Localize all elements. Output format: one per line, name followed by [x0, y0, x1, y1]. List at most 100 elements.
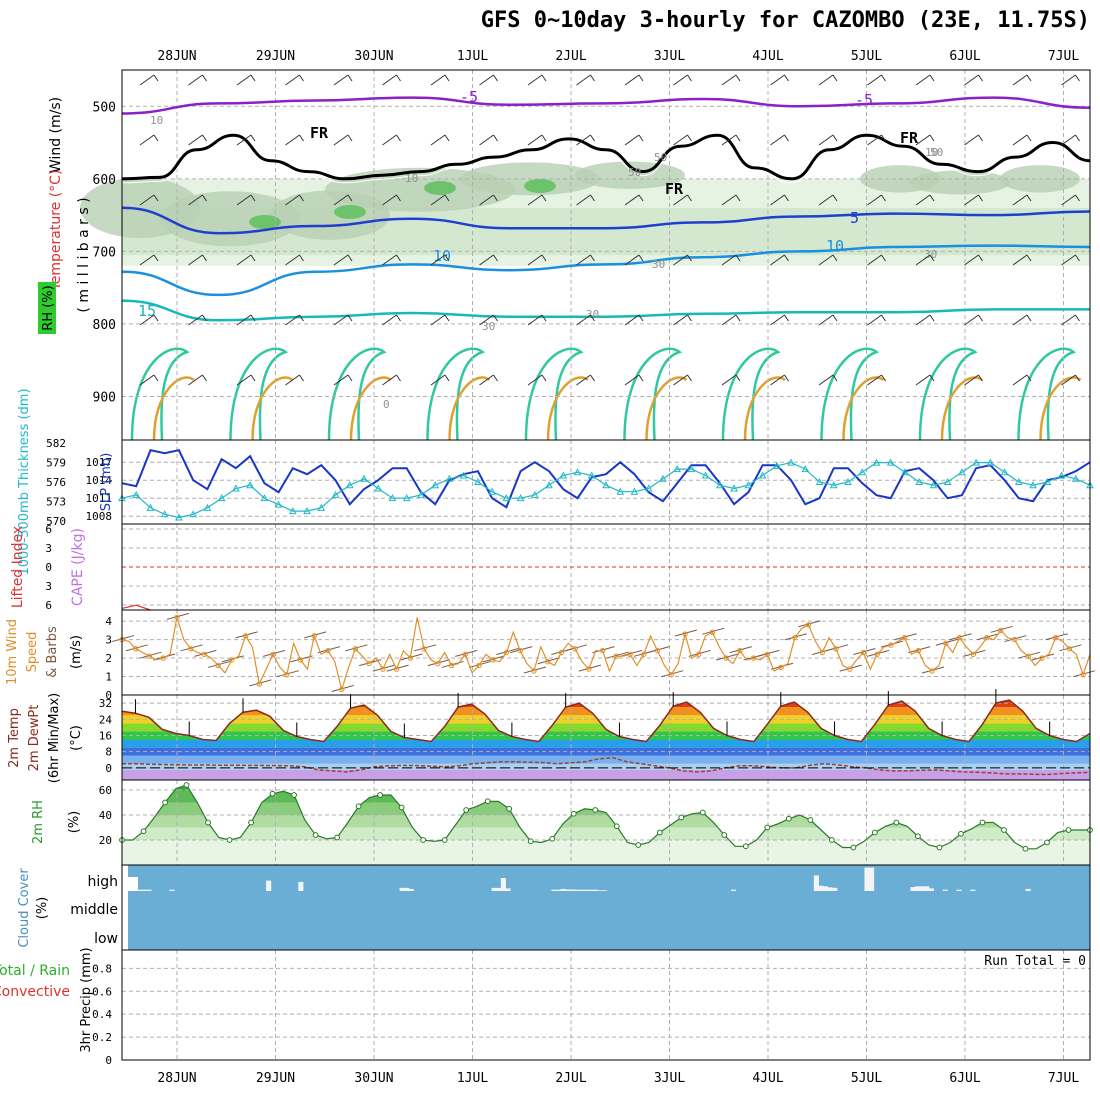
wind-barb	[867, 74, 882, 86]
wind-barb	[1061, 254, 1076, 266]
thickness-tick-label: 576	[46, 476, 66, 489]
thickness-marker	[744, 481, 753, 489]
wind10m-speed-line	[121, 617, 1091, 692]
contour-label: FR	[900, 129, 919, 147]
cloud-high-gap	[496, 887, 502, 891]
wind-barb	[236, 374, 252, 386]
rh2m-marker	[269, 790, 276, 797]
wind-barb-flag	[929, 134, 935, 142]
thickness-marker	[345, 481, 354, 489]
wind10m-marker	[668, 671, 674, 678]
contour-label: 50	[628, 166, 641, 179]
wind10m-barb	[578, 664, 601, 672]
wind10m-barb	[510, 646, 533, 654]
wind-barb	[188, 134, 203, 146]
wind-barb	[576, 314, 591, 326]
thickness-marker	[630, 487, 639, 495]
cloud-high-gap	[141, 889, 147, 891]
wind-barb	[624, 314, 640, 326]
wind-barb	[867, 314, 882, 326]
thickness-tick-label: 573	[46, 495, 66, 508]
wind-barb-flag	[396, 74, 401, 82]
wind10m-barb	[1004, 635, 1027, 643]
wind10m-marker	[847, 666, 853, 672]
wind-barb-flag	[250, 374, 256, 382]
rh-blob	[910, 170, 1010, 195]
rh2m-marker	[635, 842, 642, 848]
slp-tick-label: 1011	[86, 492, 113, 505]
rh2m-marker	[613, 823, 620, 830]
rh2m-marker	[699, 809, 706, 816]
wind-barb	[236, 194, 252, 206]
rh2m-marker	[764, 824, 771, 831]
wind10m-marker	[311, 633, 317, 639]
rh2m-marker	[979, 819, 986, 826]
rh-tick-label: 40	[99, 809, 112, 822]
wind-barb	[333, 314, 349, 326]
cloud-high-gap	[928, 888, 935, 891]
wind-barb	[1012, 134, 1028, 146]
wind-barb-flag	[153, 194, 159, 202]
precip-axis-label: 3hr Precip (mm)	[79, 947, 94, 1052]
wind10m-marker	[723, 655, 729, 661]
wind-barb	[188, 74, 203, 86]
wind10m-barb	[180, 644, 203, 652]
thickness-marker	[260, 494, 269, 502]
wind-barb	[673, 254, 688, 266]
thickness-marker	[858, 468, 867, 476]
temp-band	[122, 769, 1090, 780]
wind-barb	[1061, 134, 1076, 146]
wind10m-marker	[709, 629, 716, 635]
wind10m-marker	[490, 657, 496, 663]
rh2m-marker	[162, 799, 168, 806]
wind10m-marker	[888, 642, 894, 648]
thickness-marker	[374, 484, 383, 492]
wind-barb-flag	[832, 134, 838, 142]
thickness-marker	[573, 468, 582, 476]
thickness-marker	[246, 481, 254, 489]
rh2m-line	[122, 784, 1090, 850]
wind-barb-flag	[299, 194, 304, 202]
wind-barb-flag	[493, 134, 498, 142]
temp-band	[122, 755, 1090, 764]
wind-barb	[1012, 374, 1028, 386]
rh2m-marker	[355, 803, 362, 810]
wind-barb-flag	[832, 194, 838, 202]
rh2m-marker	[205, 819, 211, 826]
rh2m-marker	[958, 830, 964, 837]
rh2m-marker	[334, 834, 341, 841]
thickness-marker	[445, 474, 454, 482]
cloud-high-gap	[574, 889, 580, 891]
cloud-high-gap	[588, 889, 594, 891]
wind-barb	[382, 194, 397, 206]
wind-barb-flag	[541, 314, 547, 322]
wind-barb	[479, 74, 494, 86]
wind10m-marker	[613, 653, 619, 659]
wind-barb-flag	[250, 314, 256, 322]
wind-barb-flag	[396, 254, 401, 262]
wind-barb	[382, 314, 397, 326]
wind10m-marker	[901, 635, 908, 641]
top-date-label: 6JUL	[949, 49, 980, 64]
thickness-marker	[659, 474, 667, 482]
rh2m-marker	[871, 829, 878, 836]
wind-barb	[236, 314, 252, 326]
wind10m-barb	[976, 633, 1000, 641]
wind-barb-flag	[444, 74, 450, 82]
thickness-marker	[602, 481, 610, 489]
wind10m-barb	[139, 651, 162, 659]
wind10m-marker	[366, 660, 372, 667]
wind10m-marker	[764, 651, 771, 658]
thickness-axis-label: 1000-500mb Thickness (dm)	[17, 388, 32, 575]
slp-tick-label: 1008	[86, 510, 113, 523]
wind10m-barb	[1073, 670, 1096, 678]
wind10m-barb	[825, 644, 849, 652]
rh2m-marker	[248, 819, 254, 826]
wind10m-barb	[235, 631, 258, 639]
wind10m-marker	[284, 671, 290, 678]
wind-barb	[382, 134, 397, 146]
contour-label: 5	[850, 209, 859, 227]
wind-barb-flag	[1075, 194, 1080, 202]
wind-barb-flag	[784, 314, 789, 322]
wind10m-marker	[558, 649, 565, 656]
